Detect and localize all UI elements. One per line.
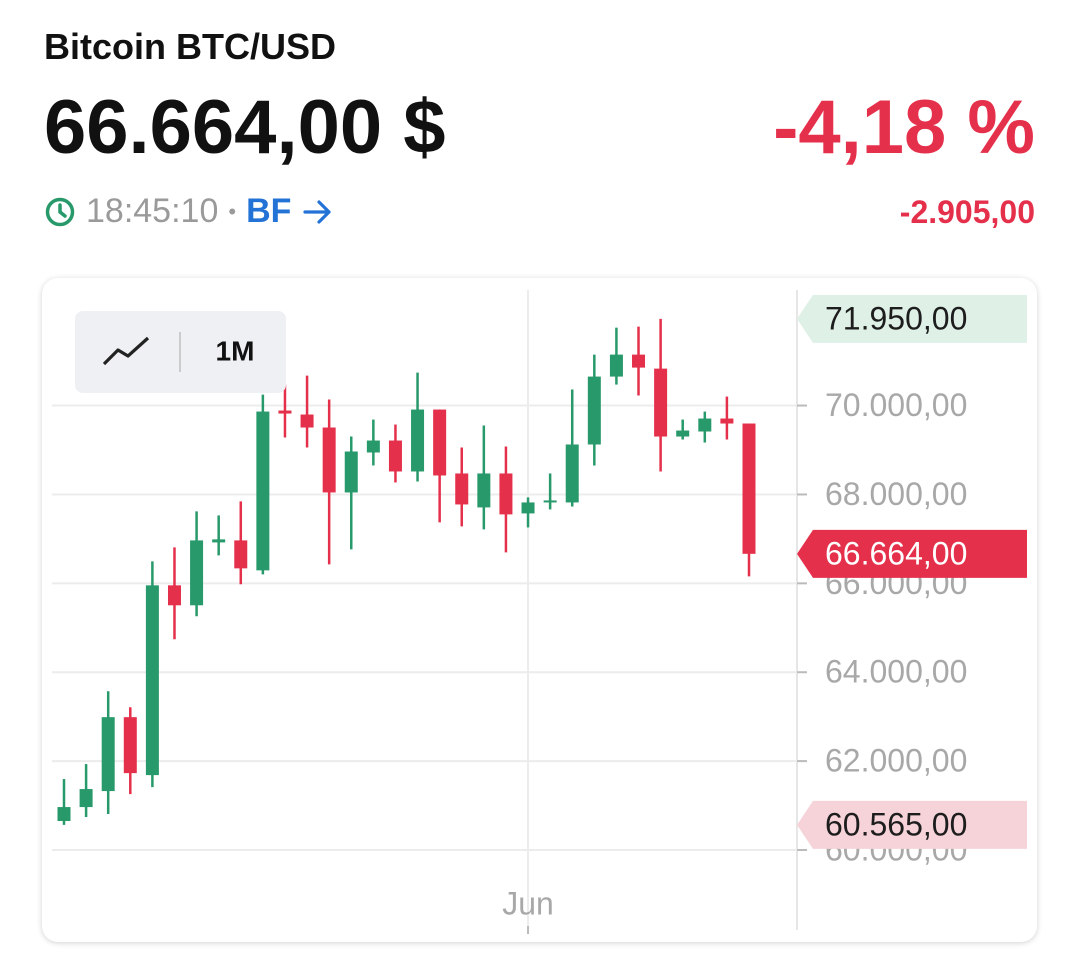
candle-body — [433, 409, 447, 476]
x-tick-label: Jun — [502, 885, 554, 921]
line-icon[interactable] — [102, 336, 150, 366]
candle-body — [742, 423, 756, 554]
candle-body — [521, 502, 535, 514]
clock-icon — [45, 197, 75, 226]
candle-body — [278, 410, 292, 414]
change-abs: -2.905,00 — [899, 194, 1035, 230]
price-tag — [797, 800, 1027, 849]
candle-body — [256, 411, 270, 571]
range-label[interactable]: 1M — [216, 335, 255, 366]
candle-body — [190, 540, 204, 606]
candle-body — [123, 717, 137, 774]
candle-body — [79, 789, 93, 808]
range-toggle[interactable]: 1M — [75, 311, 286, 393]
candle-body — [587, 376, 601, 445]
grid: Jun — [52, 290, 798, 934]
price-tag-label: 71.950,00 — [825, 300, 967, 336]
candle-body — [101, 717, 115, 792]
change-percent: -4,18 % — [773, 85, 1035, 170]
price-tag — [797, 294, 1027, 343]
candle-body — [234, 540, 248, 569]
price-tag-label: 60.565,00 — [825, 806, 967, 842]
price-tag-text-group: 60.565,00 — [825, 806, 967, 842]
y-tick-label: 68.000,00 — [825, 476, 967, 512]
candle-body — [632, 354, 646, 368]
candle-body — [698, 418, 712, 432]
candle-body — [609, 354, 623, 377]
candle-body — [455, 473, 469, 505]
candle-body — [720, 418, 734, 424]
y-tick-label: 62.000,00 — [825, 743, 967, 779]
price-tag-label: 66.664,00 — [825, 535, 967, 571]
candle-body — [322, 427, 336, 493]
candle-body — [654, 368, 668, 437]
candle-body — [499, 473, 513, 515]
candle-body — [388, 440, 402, 472]
candle-body — [212, 539, 226, 543]
candle-body — [366, 440, 380, 453]
separator: • — [228, 198, 237, 224]
price-tags: 71.950,00 66.664,00 60.565,00 — [797, 294, 1027, 849]
candle-body — [543, 500, 557, 503]
meta-row: 18:45:10 • BF — [44, 192, 335, 231]
y-axis: 60.000,0062.000,0064.000,0066.000,0068.0… — [797, 387, 967, 867]
candle-body — [167, 585, 181, 606]
y-tick-label: 64.000,00 — [825, 654, 967, 690]
time: 18:45:10 — [86, 192, 219, 230]
price-tag — [797, 529, 1027, 578]
source-link[interactable]: BF — [246, 192, 292, 230]
title: Bitcoin BTC/USD — [44, 26, 336, 67]
price-tag-text-group: 71.950,00 — [825, 300, 967, 336]
candle-body — [145, 585, 159, 776]
candle-body — [565, 444, 579, 503]
candle-body — [411, 409, 425, 472]
arrow-icon[interactable] — [301, 196, 335, 228]
candle-body — [300, 414, 314, 428]
price: 66.664,00 $ — [44, 85, 446, 170]
candle-body — [57, 807, 71, 822]
candle-body — [676, 430, 690, 437]
y-tick-label: 70.000,00 — [825, 387, 967, 423]
price-tag-text-group: 66.664,00 — [825, 535, 967, 571]
candle-body — [344, 451, 358, 493]
candle-body — [477, 473, 491, 508]
candles — [57, 318, 756, 825]
